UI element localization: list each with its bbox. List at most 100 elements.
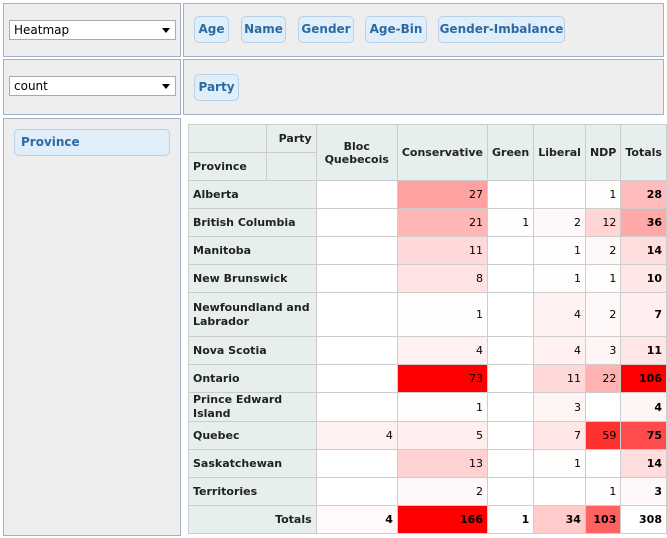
attribute-pill-gender-imbalance[interactable]: Gender-Imbalance [438,16,565,43]
grand-total-cell: 308 [620,505,667,534]
table-cell [486,292,535,337]
table-cell [315,180,398,209]
table-cell [486,264,535,293]
row-header-alberta: Alberta [188,180,317,209]
table-cell [486,449,535,478]
attribute-pill-age[interactable]: Age [194,16,229,43]
table-cell: 8 [396,264,489,293]
row-total-cell: 106 [620,364,667,393]
table-cell: 4 [533,336,586,365]
table-cell [315,364,398,393]
table-cell: 1 [584,264,622,293]
row-header-nova-scotia: Nova Scotia [188,336,317,365]
table-cell [315,292,398,337]
row-total-cell: 3 [620,477,667,506]
renderer-select-value: Heatmap [14,23,70,37]
table-cell: 2 [584,236,622,265]
row-total-cell: 14 [620,449,667,478]
table-row: Quebec 4 5 7 59 75 [188,421,667,450]
table-row: Newfoundland and Labrador 1 4 2 7 [188,292,667,337]
attribute-pill-party[interactable]: Party [194,74,239,101]
table-cell [315,236,398,265]
table-cell: 11 [396,236,489,265]
row-total-cell: 36 [620,208,667,237]
renderer-select[interactable]: Heatmap [9,20,176,40]
row-header-manitoba: Manitoba [188,236,317,265]
column-header-ndp: NDP [584,124,622,181]
table-cell [315,449,398,478]
table-row: Saskatchewan 13 1 14 [188,449,667,478]
table-cell [533,477,586,506]
table-row: Ontario 73 11 22 106 [188,364,667,393]
aggregator-select-value: count [14,79,48,93]
table-cell: 3 [584,336,622,365]
row-total-cell: 7 [620,292,667,337]
column-attribute-label: Party [266,124,317,153]
column-header-conservative: Conservative [396,124,489,181]
table-cell: 4 [533,292,586,337]
row-attributes-panel: Province [3,118,181,536]
column-header-bloc-quebecois: Bloc Quebecois [315,124,398,181]
table-cell [584,449,622,478]
attribute-pill-name[interactable]: Name [241,16,286,43]
table-row: Territories 2 1 3 [188,477,667,506]
table-cell [315,208,398,237]
table-row: New Brunswick 8 1 1 10 [188,264,667,293]
column-attributes-panel: Party [183,59,664,115]
row-header-prince-edward-island: Prince Edward Island [188,392,317,422]
column-header-green: Green [486,124,535,181]
attribute-pill-age-bin[interactable]: Age-Bin [365,16,427,43]
row-header-newfoundland-and-labrador: Newfoundland and Labrador [188,292,317,337]
table-cell [486,421,535,450]
row-attribute-label: Province [187,152,268,181]
row-header-quebec: Quebec [188,421,317,450]
unused-attributes-panel: Age Name Gender Age-Bin Gender-Imbalance [183,3,664,57]
table-cell: 7 [533,421,586,450]
row-total-cell: 4 [620,392,667,422]
table-cell: 3 [533,392,586,422]
table-cell: 1 [396,392,489,422]
row-total-cell: 10 [620,264,667,293]
chevron-down-icon [162,28,170,33]
column-total-cell: 103 [584,505,622,534]
table-cell [486,236,535,265]
column-total-cell: 1 [486,505,535,534]
table-row: Nova Scotia 4 4 3 11 [188,336,667,365]
row-total-cell: 11 [620,336,667,365]
row-attribute-spacer [266,152,317,181]
column-total-cell: 34 [533,505,586,534]
column-total-cell: 166 [396,505,489,534]
pivot-table: Party Bloc Quebecois Conservative Green … [187,124,667,534]
row-total-cell: 14 [620,236,667,265]
table-cell [315,477,398,506]
renderer-panel: Heatmap [3,3,181,57]
table-cell: 73 [396,364,489,393]
table-cell: 2 [533,208,586,237]
table-cell [486,477,535,506]
aggregator-select[interactable]: count [9,76,176,96]
table-cell [315,264,398,293]
table-cell: 12 [584,208,622,237]
table-cell: 5 [396,421,489,450]
table-cell [486,180,535,209]
row-total-cell: 28 [620,180,667,209]
table-cell: 4 [315,421,398,450]
table-cell: 1 [396,292,489,337]
row-total-cell: 75 [620,421,667,450]
table-cell: 1 [584,477,622,506]
table-cell: 11 [533,364,586,393]
table-cell: 22 [584,364,622,393]
attribute-pill-province[interactable]: Province [14,129,170,156]
table-cell: 1 [486,208,535,237]
totals-row: Totals 4 166 1 34 103 308 [188,505,667,534]
table-cell: 27 [396,180,489,209]
column-header-totals: Totals [620,124,667,181]
totals-row-label: Totals [188,505,317,534]
aggregator-panel: count [3,59,181,115]
attribute-pill-gender[interactable]: Gender [298,16,354,43]
pivot-table-body: Alberta 27 1 28 British Columbia 21 1 2 12 36 Mani… [188,180,667,534]
table-cell: 1 [533,236,586,265]
table-cell [486,364,535,393]
table-cell: 4 [396,336,489,365]
table-cell: 13 [396,449,489,478]
